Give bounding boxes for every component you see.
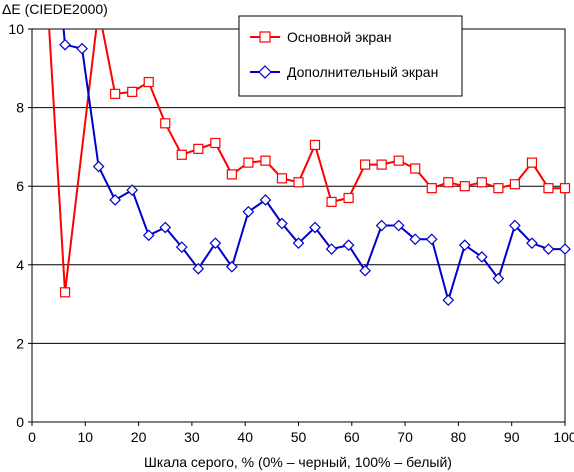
data-point-square <box>393 155 404 166</box>
data-point-diamond <box>425 233 438 246</box>
x-tick-label: 40 <box>237 429 253 445</box>
data-point-diamond <box>175 241 188 253</box>
legend: Основной экран Дополнительный экран <box>238 15 463 97</box>
legend-marker-main <box>259 31 271 43</box>
data-point-square <box>160 118 171 129</box>
x-tick-label: 70 <box>397 429 413 445</box>
data-point-square <box>476 177 487 188</box>
x-tick-label: 0 <box>28 429 36 445</box>
data-point-diamond <box>309 221 321 234</box>
y-tick-label: 10 <box>8 21 24 37</box>
data-point-square <box>509 179 520 190</box>
data-point-square <box>226 169 237 180</box>
data-point-diamond <box>109 194 121 206</box>
legend-label-main: Основной экран <box>287 29 392 45</box>
data-point-square <box>493 183 504 194</box>
data-point-square <box>59 287 71 298</box>
data-point-diamond <box>142 229 155 242</box>
data-point-diamond <box>458 239 471 251</box>
data-point-square <box>176 149 187 160</box>
data-point-diamond <box>359 264 371 277</box>
data-point-square <box>426 183 437 194</box>
y-tick-label: 2 <box>16 335 24 351</box>
data-point-diamond <box>559 243 571 255</box>
data-point-diamond <box>509 219 521 232</box>
data-point-diamond <box>276 217 288 230</box>
data-point-square <box>459 181 470 192</box>
data-point-diamond <box>375 219 388 232</box>
data-point-diamond <box>342 239 355 251</box>
data-point-diamond <box>59 38 71 51</box>
y-tick-label: 4 <box>16 257 24 273</box>
data-point-diamond <box>325 243 338 255</box>
y-tick-label: 8 <box>16 100 24 116</box>
data-point-square <box>360 159 371 170</box>
data-point-square <box>210 137 221 149</box>
legend-label-secondary: Дополнительный экран <box>287 64 438 80</box>
x-tick-label: 60 <box>344 429 360 445</box>
x-tick-label: 100 <box>553 429 574 445</box>
y-axis-ticks: 0 2 4 6 8 10 <box>8 21 32 430</box>
data-point-square <box>326 196 337 208</box>
data-point-diamond <box>209 237 222 250</box>
data-point-square <box>143 76 154 88</box>
data-point-square <box>410 163 421 174</box>
x-tick-label: 10 <box>78 429 94 445</box>
data-point-diamond <box>409 233 422 246</box>
data-point-diamond <box>492 272 505 285</box>
y-tick-label: 0 <box>16 414 24 430</box>
data-point-diamond <box>126 184 139 196</box>
legend-marker-secondary <box>258 65 272 79</box>
data-point-square <box>260 155 271 166</box>
x-tick-label: 20 <box>131 429 147 445</box>
data-point-square <box>543 183 554 194</box>
data-point-square <box>193 143 204 154</box>
y-axis-title: ΔE (CIEDE2000) <box>2 1 108 17</box>
data-point-square <box>127 86 138 97</box>
data-point-square <box>343 192 354 204</box>
legend-box <box>238 15 463 97</box>
data-point-square <box>243 157 254 168</box>
data-point-diamond <box>526 237 538 250</box>
data-point-diamond <box>292 237 305 250</box>
data-point-square <box>376 159 387 170</box>
data-point-diamond <box>192 262 205 275</box>
marker-layer <box>59 38 571 307</box>
data-point-square <box>526 157 538 168</box>
data-point-square <box>443 177 454 188</box>
data-point-diamond <box>226 260 238 273</box>
data-point-diamond <box>92 160 105 173</box>
x-tick-label: 90 <box>504 429 520 445</box>
data-point-square <box>276 173 288 184</box>
x-axis-title: Шкала серого, % (0% – черный, 100% – бел… <box>144 454 452 470</box>
data-point-square <box>309 139 321 151</box>
data-point-diamond <box>259 194 272 206</box>
data-point-diamond <box>542 243 555 255</box>
data-point-diamond <box>242 205 255 218</box>
data-point-diamond <box>442 294 455 307</box>
x-tick-label: 80 <box>451 429 467 445</box>
data-point-diamond <box>159 221 172 234</box>
y-tick-label: 6 <box>16 178 24 194</box>
data-point-diamond <box>76 42 88 55</box>
data-point-square <box>110 88 121 99</box>
x-axis-ticks: 0 10 20 30 40 50 60 70 80 90 100 <box>28 422 574 445</box>
x-tick-label: 30 <box>184 429 200 445</box>
data-point-diamond <box>392 219 405 232</box>
x-tick-label: 50 <box>291 429 307 445</box>
data-point-square <box>293 177 304 188</box>
data-point-square <box>559 183 571 194</box>
data-point-diamond <box>476 251 488 263</box>
